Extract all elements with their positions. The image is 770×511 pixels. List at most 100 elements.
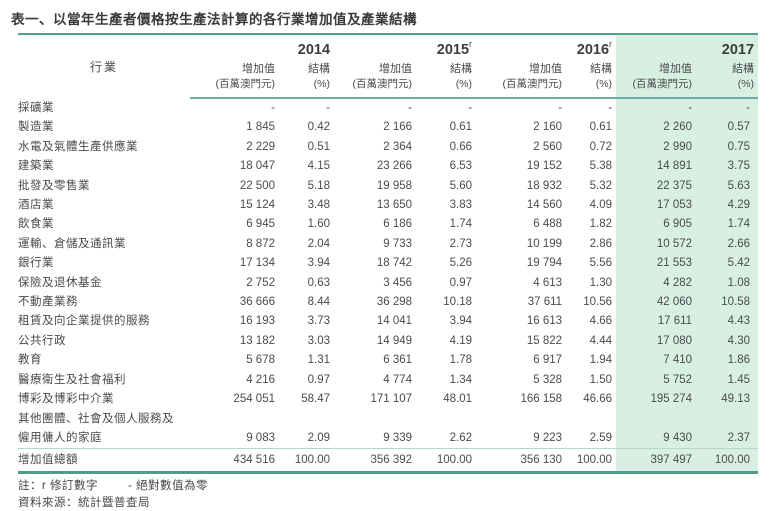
share-cell: 4.66 bbox=[589, 315, 613, 328]
table-row: 保險及退休基金 2 752 0.63 3 456 0.97 4 613 1.30 4 282 1… bbox=[18, 273, 759, 294]
table-row: 教育 5 678 1.31 6 361 1.78 6 917 1.94 7 410 1.86 bbox=[18, 351, 759, 371]
table-row: 建築業 18 047 4.15 23 266 6.53 19 152 5.38 14 891 3… bbox=[18, 157, 759, 177]
industry-label: 建築業 bbox=[18, 160, 54, 173]
share-cell: 0.72 bbox=[589, 140, 613, 153]
col-header-value-2016: 增加值 (百萬澳門元) bbox=[476, 62, 567, 99]
value-added-cell: 23 266 bbox=[376, 160, 413, 173]
industry-label: 博彩及博彩中介業 bbox=[18, 393, 114, 406]
value-added-cell: 9 733 bbox=[383, 237, 413, 250]
share-cell: 2.86 bbox=[589, 237, 613, 250]
value-added-cell: 397 497 bbox=[616, 448, 697, 475]
share-cell: 3.94 bbox=[449, 315, 473, 328]
col-header-share-2017: 結構 (%) bbox=[696, 62, 759, 99]
value-added-cell: 5 328 bbox=[533, 373, 563, 386]
value-added-cell: 14 891 bbox=[616, 157, 697, 177]
share-cell: 4.44 bbox=[589, 334, 613, 347]
value-added-cell: 14 041 bbox=[376, 315, 413, 328]
value-added-cell: 1 845 bbox=[246, 121, 275, 134]
table-row: 運輸、倉儲及通訊業 8 872 2.04 9 733 2.73 10 199 2.86 10 … bbox=[18, 234, 759, 255]
value-added-cell: 254 051 bbox=[233, 393, 275, 406]
share-cell: - bbox=[696, 98, 759, 119]
share-cell: 1.94 bbox=[589, 354, 613, 367]
col-header-share-2016: 結構 (%) bbox=[566, 62, 617, 99]
share-cell: 5.42 bbox=[696, 254, 759, 274]
share-cell: 1.74 bbox=[696, 215, 759, 235]
share-cell: 3.94 bbox=[307, 257, 331, 270]
table-row: 醫療衛生及社會福利 4 216 0.97 4 774 1.34 5 328 1.50 5 75… bbox=[18, 370, 759, 391]
value-added-cell: 15 822 bbox=[526, 334, 563, 347]
industry-label: 租賃及向企業提供的服務 bbox=[18, 315, 150, 328]
table-row: 租賃及向企業提供的服務 16 193 3.73 14 041 3.94 16 613 4.6… bbox=[18, 312, 759, 332]
value-added-cell: 10 572 bbox=[616, 234, 697, 255]
table-row: 其他團體、社會及個人服務及 僱用傭人的家庭 9 083 2.09 9 339 2.62 9… bbox=[18, 409, 759, 449]
value-added-cell: 171 107 bbox=[370, 393, 413, 406]
share-cell: 0.66 bbox=[449, 140, 473, 153]
share-cell: 2.09 bbox=[307, 431, 331, 444]
value-added-cell: 434 516 bbox=[190, 448, 279, 475]
share-cell: 5.38 bbox=[589, 160, 613, 173]
revision-mark: r bbox=[469, 39, 473, 49]
value-added-cell: 2 166 bbox=[383, 121, 413, 134]
footnotes: 註：r 修訂數字 - 絕對數值為零 資料來源：統計暨普查局 bbox=[18, 474, 758, 511]
value-added-cell: 18 932 bbox=[526, 179, 563, 192]
value-added-cell: 36 298 bbox=[376, 296, 413, 309]
value-added-cell: 2 560 bbox=[533, 140, 563, 153]
share-cell: 46.66 bbox=[583, 393, 613, 406]
value-added-cell: 37 611 bbox=[527, 296, 563, 309]
table-row: 水電及氣體生產供應業 2 229 0.51 2 364 0.66 2 560 0.72 2 9… bbox=[18, 137, 759, 158]
share-cell: 1.82 bbox=[589, 218, 613, 231]
share-cell: 1.08 bbox=[696, 273, 759, 294]
value-added-cell: 18 742 bbox=[376, 257, 413, 270]
share-cell: 4.43 bbox=[696, 312, 759, 332]
value-added-cell: 13 182 bbox=[239, 334, 275, 347]
year-header-2016: 2016r bbox=[476, 34, 616, 62]
industry-label: 不動產業務 bbox=[18, 296, 78, 309]
share-cell: 5.56 bbox=[589, 257, 613, 270]
value-added-cell: 17 611 bbox=[616, 312, 697, 332]
year-label: 2016 bbox=[576, 41, 610, 58]
share-cell: 1.34 bbox=[449, 373, 473, 386]
col-header-share-2015: 結構 (%) bbox=[416, 62, 477, 99]
value-added-cell: 2 752 bbox=[246, 276, 275, 289]
industry-label: 批發及零售業 bbox=[18, 179, 90, 192]
table-row: 飲食業 6 945 1.60 6 186 1.74 6 488 1.82 6 905 1.74 bbox=[18, 215, 759, 235]
value-added-cell: 42 060 bbox=[616, 293, 697, 313]
share-cell: 4.30 bbox=[696, 331, 759, 352]
value-added-cell: 9 083 bbox=[246, 431, 275, 444]
value-added-cell: 17 053 bbox=[616, 196, 697, 216]
share-cell: 0.61 bbox=[589, 121, 613, 134]
share-cell: 10.56 bbox=[583, 296, 613, 309]
col-header-value-2015: 增加值 (百萬澳門元) bbox=[334, 62, 417, 99]
industry-label: 銀行業 bbox=[18, 257, 54, 270]
value-added-cell: 4 613 bbox=[533, 276, 563, 289]
share-cell: 48.01 bbox=[443, 393, 473, 406]
value-added-cell: 13 650 bbox=[376, 199, 413, 212]
industry-label: 飲食業 bbox=[18, 218, 54, 231]
year-header-2017: 2017 bbox=[616, 34, 759, 62]
value-added-cell: 17 134 bbox=[239, 257, 275, 270]
value-added-cell: 18 047 bbox=[239, 160, 275, 173]
value-added-cell: 9 223 bbox=[533, 431, 563, 444]
industry-column-header: 行業 bbox=[89, 60, 118, 74]
year-label: 2014 bbox=[297, 41, 331, 58]
table-body: 採礦業 - - - - - - - - 製造業 1 845 0.42 2 166 0.61 2 160 0.6… bbox=[18, 98, 759, 475]
value-added-cell: 10 199 bbox=[526, 237, 563, 250]
industry-label: 水電及氣體生產供應業 bbox=[18, 140, 138, 153]
industry-label: 採礦業 bbox=[18, 102, 54, 114]
year-header-2014: 2014 bbox=[190, 34, 334, 62]
value-added-cell: 15 124 bbox=[239, 199, 275, 212]
value-added-cell: 5 752 bbox=[616, 370, 697, 391]
value-added-cell: - bbox=[408, 102, 413, 114]
value-added-cell: - bbox=[616, 98, 697, 119]
col-header-value-2017: 增加值 (百萬澳門元) bbox=[616, 62, 697, 99]
table-row: 批發及零售業 22 500 5.18 19 958 5.60 18 932 5.32 22 3… bbox=[18, 176, 759, 197]
value-added-cell: 17 080 bbox=[616, 331, 697, 352]
share-cell: 2.73 bbox=[449, 237, 473, 250]
value-added-cell: 5 678 bbox=[246, 354, 275, 367]
share-cell: - bbox=[326, 102, 331, 114]
value-added-cell: 22 375 bbox=[616, 176, 697, 197]
table-row: 採礦業 - - - - - - - - bbox=[18, 98, 759, 119]
share-cell: 0.63 bbox=[307, 276, 331, 289]
value-added-cell: 21 553 bbox=[616, 254, 697, 274]
share-cell: 2.59 bbox=[589, 431, 613, 444]
